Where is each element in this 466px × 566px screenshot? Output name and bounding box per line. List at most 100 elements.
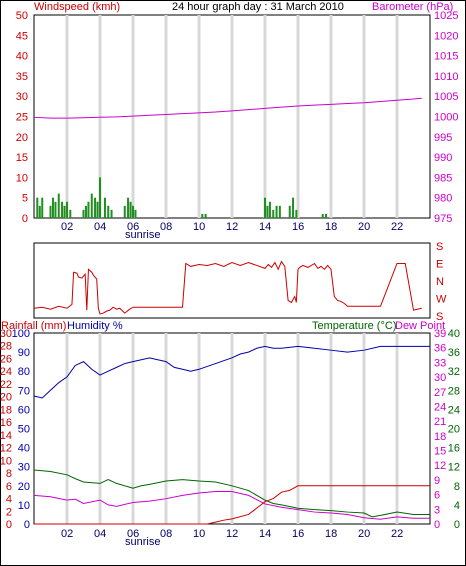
y-tick-label-windspeed: 10 [16,172,28,184]
x-tick-label-top: 10 [193,221,205,233]
y-tick-label-temperature: 12 [448,462,460,474]
x-tick-label-top: 22 [391,221,403,233]
humidity-axis-label: Humidity % [67,320,123,332]
x-tick-label-top: 12 [226,221,238,233]
y-tick-label-rainfall: 10 [0,455,12,467]
y-tick-label-dewpoint: 6 [434,490,440,502]
y-tick-label-dewpoint: 3 [434,504,440,516]
y-tick-label-temperature: 8 [454,481,460,493]
x-tick-label-bottom: 14 [259,528,271,540]
dew-point-axis-label: Dew Point [395,320,445,332]
y-tick-label-rainfall: 30 [0,328,12,340]
x-tick-label-bottom: 08 [160,528,172,540]
y-tick-label-humidity: 60 [18,404,30,416]
y-tick-label-humidity: 50 [18,424,30,436]
y-tick-label-rainfall: 0 [6,519,12,531]
x-tick-label-bottom: 06 [127,528,139,540]
y-tick-label-dewpoint: 30 [434,372,446,384]
sunrise-label-bottom: sunrise [125,536,160,548]
x-tick-label-top: 20 [358,221,370,233]
x-tick-label-bottom: 12 [226,528,238,540]
y-tick-label-windspeed: 40 [16,51,28,63]
y-tick-label-humidity: 0 [24,519,30,531]
y-tick-label-humidity: 70 [18,385,30,397]
y-tick-label-humidity: 30 [18,462,30,474]
y-tick-label-rainfall: 2 [6,506,12,518]
y-tick-label-windspeed: 20 [16,132,28,144]
y-tick-label-rainfall: 16 [0,417,12,429]
x-tick-label-top: 16 [292,221,304,233]
y-tick-label-rainfall: 8 [6,468,12,480]
y-tick-label-humidity: 80 [18,366,30,378]
y-tick-label-rainfall: 6 [6,481,12,493]
y-tick-label-windspeed: 45 [16,30,28,42]
y-tick-label-barometer: 980 [434,193,452,205]
y-tick-label-barometer: 990 [434,152,452,164]
y-tick-label-barometer: 1010 [434,71,458,83]
temperature-line [33,469,430,518]
wind-direction-line [33,260,422,315]
y-tick-label-temperature: 32 [448,366,460,378]
y-tick-label-barometer: 1005 [434,91,458,103]
direction-tick-label: W [436,294,447,306]
y-tick-label-temperature: 20 [448,424,460,436]
y-tick-label-rainfall: 24 [0,366,12,378]
y-tick-label-barometer: 1020 [434,30,458,42]
y-tick-label-windspeed: 25 [16,112,28,124]
direction-tick-label: S [436,311,443,323]
y-tick-label-temperature: 36 [448,347,460,359]
y-tick-label-rainfall: 20 [0,392,12,404]
y-tick-label-temperature: 0 [454,519,460,531]
y-tick-label-temperature: 28 [448,385,460,397]
y-tick-label-windspeed: 35 [16,71,28,83]
y-tick-label-temperature: 4 [454,500,460,512]
y-tick-label-temperature: 40 [448,328,460,340]
windspeed-axis-label: Windspeed (kmh) [34,1,120,13]
y-tick-label-dewpoint: 39 [434,328,446,340]
x-tick-label-top: 18 [325,221,337,233]
y-tick-label-windspeed: 50 [16,10,28,22]
x-tick-label-top: 06 [127,221,139,233]
chart-title: 24 hour graph day : 31 March 2010 [172,1,344,13]
y-tick-label-temperature: 16 [448,443,460,455]
y-tick-label-dewpoint: 36 [434,343,446,355]
y-tick-label-humidity: 20 [18,481,30,493]
y-tick-label-windspeed: 0 [22,213,28,225]
humidity-line [33,345,430,399]
y-tick-label-barometer: 1015 [434,51,458,63]
wind-direction-plot-area [33,242,431,319]
temperature-axis-label: Temperature (°C) [312,320,396,332]
x-tick-label-bottom: 02 [61,528,73,540]
y-tick-label-dewpoint: 24 [434,401,446,413]
y-tick-label-barometer: 995 [434,132,452,144]
rainfall-line [34,485,430,525]
y-tick-label-rainfall: 4 [6,494,12,506]
y-tick-label-humidity: 40 [18,443,30,455]
y-tick-label-dewpoint: 15 [434,446,446,458]
x-tick-label-bottom: 22 [391,528,403,540]
sunrise-label-top: sunrise [125,229,160,241]
y-tick-label-barometer: 985 [434,172,452,184]
x-tick-label-top: 04 [94,221,106,233]
y-tick-label-dewpoint: 27 [434,387,446,399]
y-tick-label-humidity: 100 [12,328,30,340]
barometer-line [33,97,422,119]
x-tick-label-bottom: 18 [325,528,337,540]
dew-point-line [33,491,430,520]
x-tick-label-top: 08 [160,221,172,233]
y-tick-label-rainfall: 12 [0,443,12,455]
y-tick-label-rainfall: 26 [0,353,12,365]
y-tick-label-barometer: 1025 [434,10,458,22]
y-tick-label-barometer: 975 [434,213,452,225]
y-tick-label-windspeed: 30 [16,91,28,103]
y-tick-label-humidity: 90 [18,347,30,359]
y-tick-label-windspeed: 15 [16,152,28,164]
barometer-axis-label: Barometer (hPa) [372,1,453,13]
y-tick-label-dewpoint: 0 [434,519,440,531]
y-tick-label-dewpoint: 33 [434,357,446,369]
y-tick-label-rainfall: 22 [0,379,12,391]
y-tick-label-temperature: 24 [448,404,460,416]
direction-tick-label: E [436,259,443,271]
x-tick-label-bottom: 20 [358,528,370,540]
